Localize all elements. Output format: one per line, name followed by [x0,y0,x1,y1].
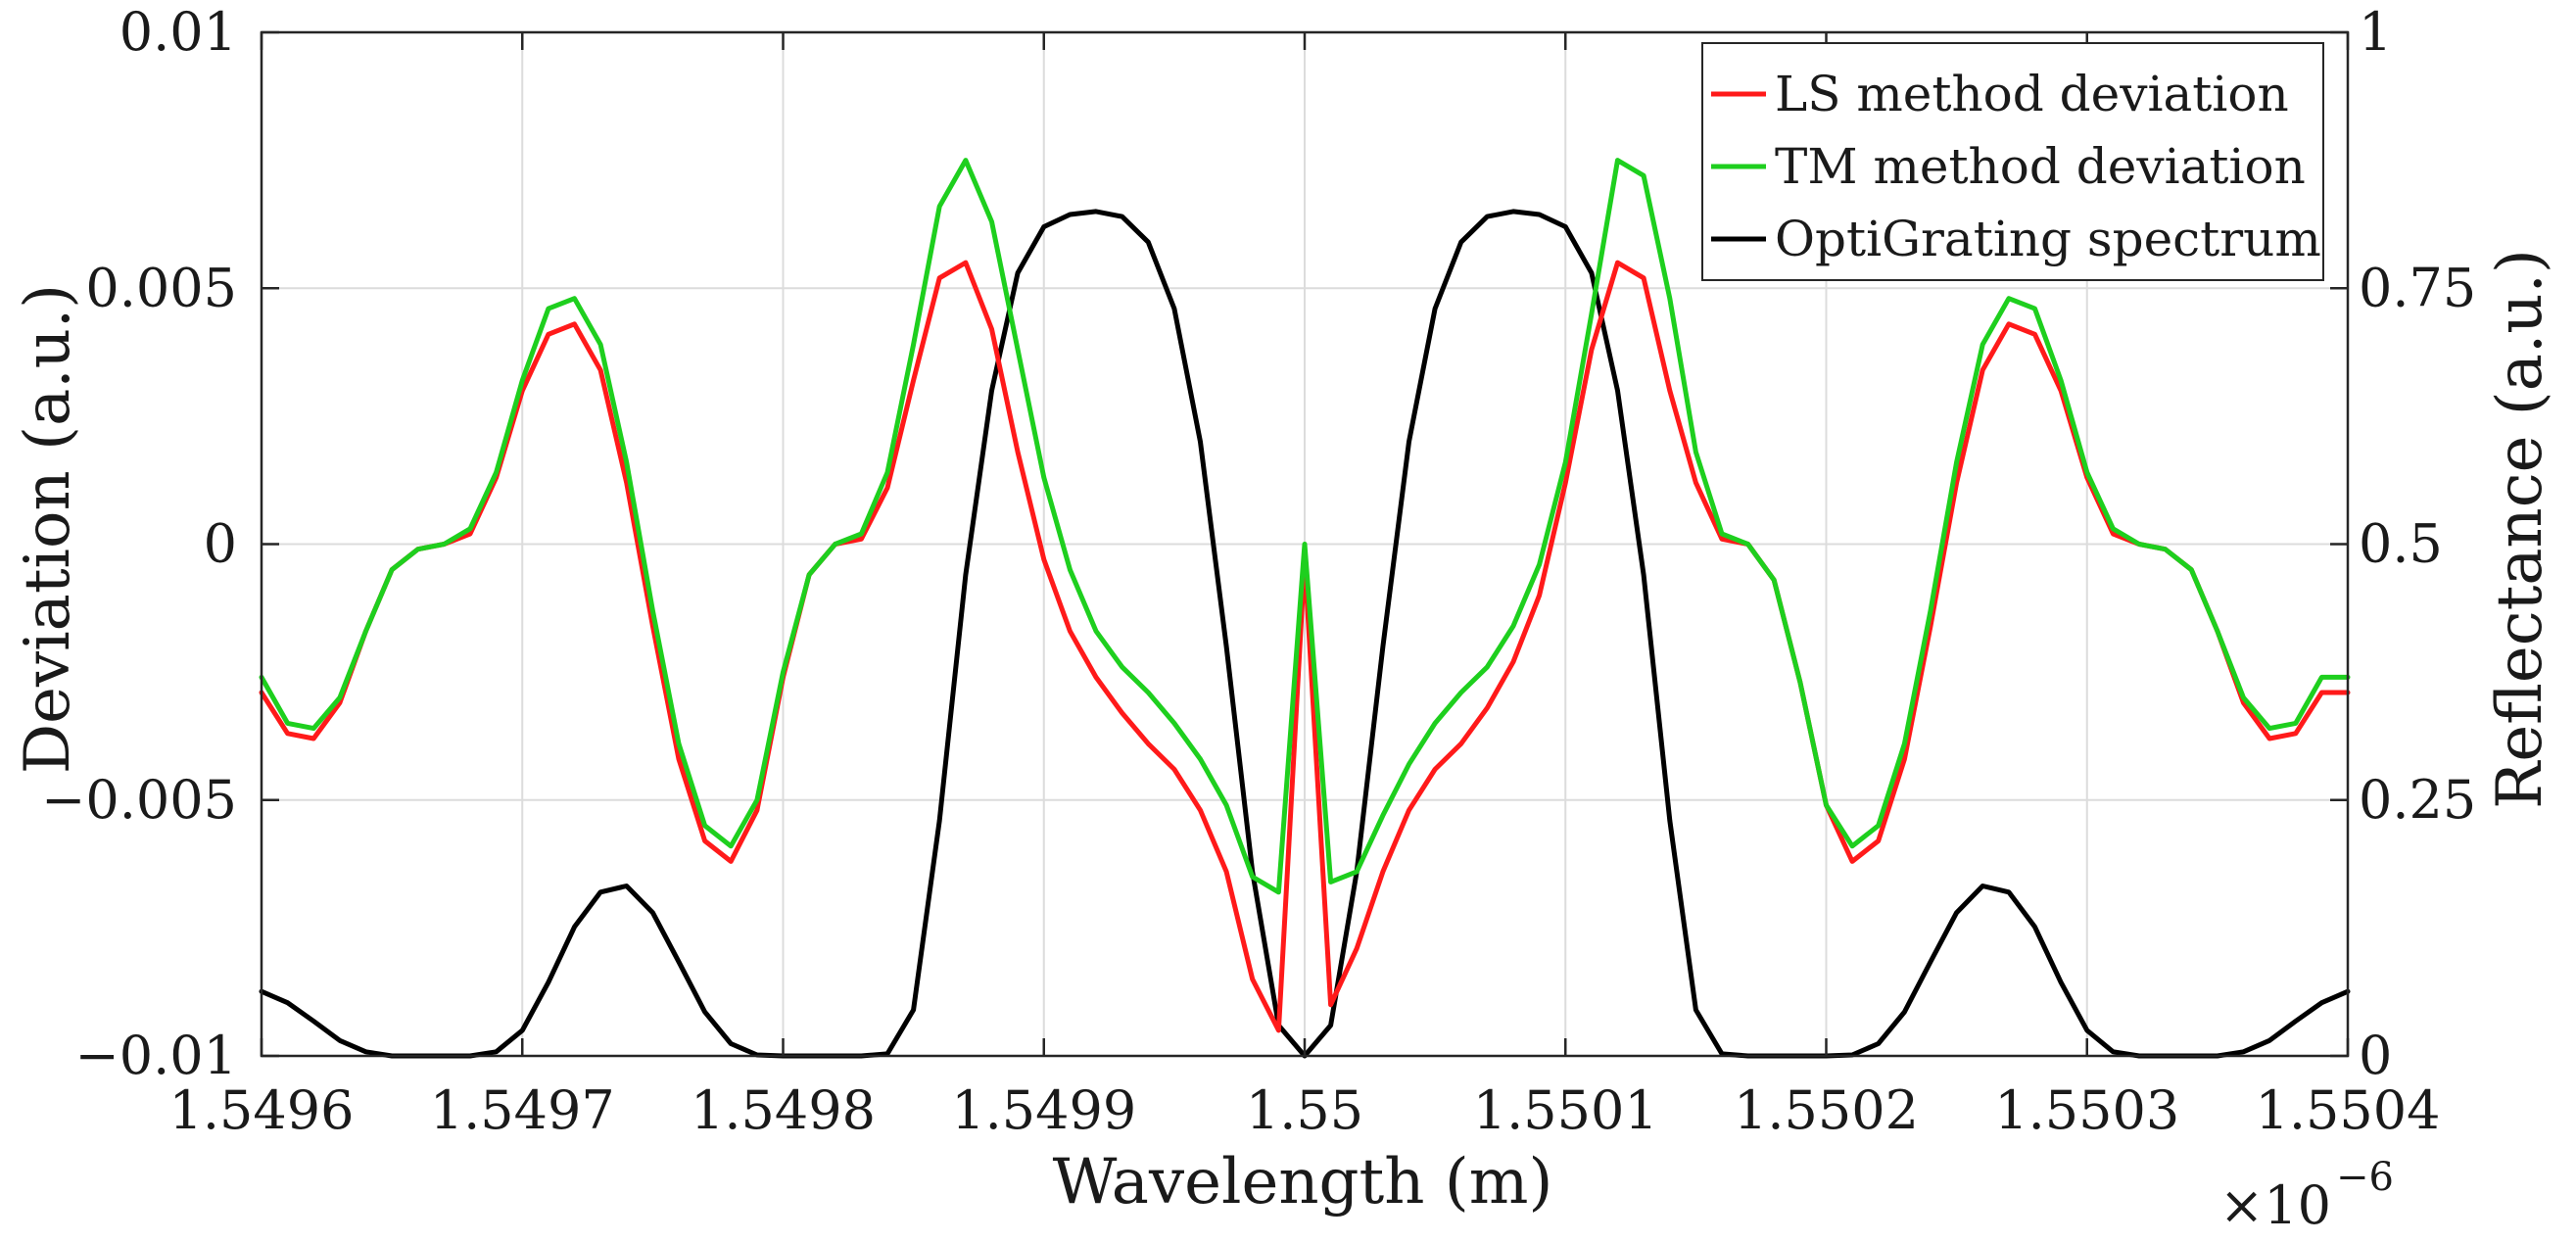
x-axis-title: Wavelength (m) [1053,1146,1553,1219]
right-y-tick-label: 0 [2359,1025,2392,1086]
left-y-tick-label: 0.01 [119,1,237,63]
x-tick-label: 1.5503 [1994,1079,2179,1141]
x-tick-label: 1.5502 [1734,1079,1919,1141]
left-y-axis-title: Deviation (a.u.) [12,284,84,774]
right-y-tick-label: 0.25 [2359,769,2476,831]
right-y-tick-labels: 0 0.25 0.5 0.75 1 [2359,1,2476,1086]
right-y-tick-label: 0.5 [2359,513,2443,575]
series-line-tm [259,158,2351,895]
x-tick-label: 1.5497 [430,1079,615,1141]
x-exponent-power: −6 [2336,1155,2394,1200]
x-exponent-base: ×10 [2219,1174,2331,1236]
left-y-tick-labels: −0.01 −0.005 0 0.005 0.01 [41,1,237,1086]
x-tick-label: 1.5496 [169,1079,355,1141]
x-tick-label: 1.5501 [1473,1079,1658,1141]
legend-label-ls: LS method deviation [1775,66,2289,122]
x-tick-label: 1.5498 [691,1079,876,1141]
x-tick-labels: 1.5496 1.5497 1.5498 1.5499 1.55 1.5501 1.5502… [169,1079,2441,1141]
tick-marks [260,30,2350,1058]
x-tick-label: 1.5499 [951,1079,1136,1141]
legend-label-optigrating: OptiGrating spectrum [1775,211,2321,267]
left-y-tick-label: 0 [204,513,237,575]
legend: LS method deviation TM method deviation … [1701,42,2324,281]
x-tick-label: 1.55 [1246,1079,1363,1141]
right-y-axis-title: Reflectance (a.u.) [2484,249,2556,809]
left-y-tick-label: 0.005 [85,257,237,318]
legend-box [1701,42,2324,281]
right-y-tick-label: 0.75 [2359,257,2476,318]
x-tick-label: 1.5504 [2256,1079,2441,1141]
left-y-tick-label: −0.01 [75,1025,237,1086]
legend-label-tm: TM method deviation [1775,138,2306,195]
left-y-tick-label: −0.005 [41,769,237,831]
right-y-tick-label: 1 [2359,1,2392,63]
